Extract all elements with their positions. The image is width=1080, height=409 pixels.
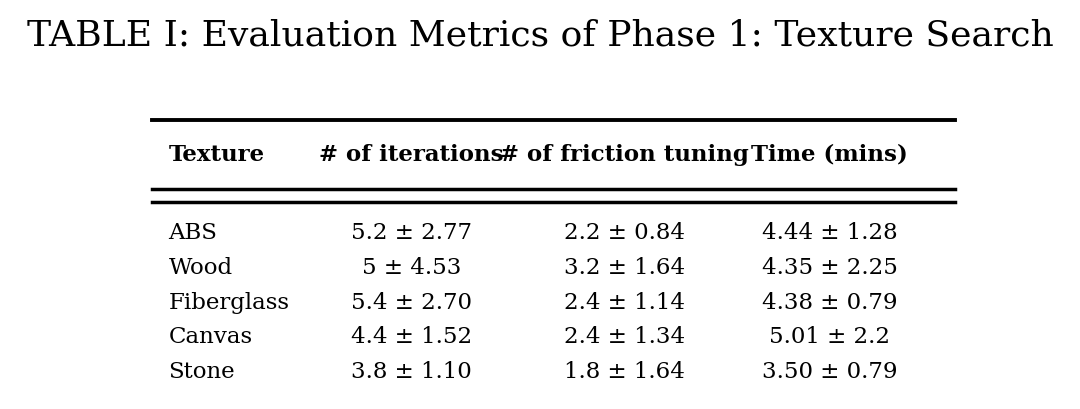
Text: Fiberglass: Fiberglass (168, 292, 289, 314)
Text: 2.4 ± 1.14: 2.4 ± 1.14 (564, 292, 685, 314)
Text: Wood: Wood (168, 257, 232, 279)
Text: 2.4 ± 1.34: 2.4 ± 1.34 (564, 326, 685, 348)
Text: 4.35 ± 2.25: 4.35 ± 2.25 (761, 257, 897, 279)
Text: 4.38 ± 0.79: 4.38 ± 0.79 (762, 292, 897, 314)
Text: 4.4 ± 1.52: 4.4 ± 1.52 (351, 326, 472, 348)
Text: 3.8 ± 1.10: 3.8 ± 1.10 (351, 361, 472, 383)
Text: 5.4 ± 2.70: 5.4 ± 2.70 (351, 292, 472, 314)
Text: 1.8 ± 1.64: 1.8 ± 1.64 (564, 361, 685, 383)
Text: 5 ± 4.53: 5 ± 4.53 (362, 257, 461, 279)
Text: TABLE I: Evaluation Metrics of Phase 1: Texture Search: TABLE I: Evaluation Metrics of Phase 1: … (27, 18, 1053, 52)
Text: 5.2 ± 2.77: 5.2 ± 2.77 (351, 222, 472, 244)
Text: 2.2 ± 0.84: 2.2 ± 0.84 (564, 222, 685, 244)
Text: ABS: ABS (168, 222, 217, 244)
Text: Texture: Texture (168, 144, 265, 166)
Text: # of iterations: # of iterations (319, 144, 503, 166)
Text: # of friction tuning: # of friction tuning (500, 144, 750, 166)
Text: Canvas: Canvas (168, 326, 253, 348)
Text: 3.2 ± 1.64: 3.2 ± 1.64 (564, 257, 685, 279)
Text: 4.44 ± 1.28: 4.44 ± 1.28 (761, 222, 897, 244)
Text: 3.50 ± 0.79: 3.50 ± 0.79 (762, 361, 897, 383)
Text: 5.01 ± 2.2: 5.01 ± 2.2 (769, 326, 890, 348)
Text: Time (mins): Time (mins) (752, 144, 908, 166)
Text: Stone: Stone (168, 361, 235, 383)
